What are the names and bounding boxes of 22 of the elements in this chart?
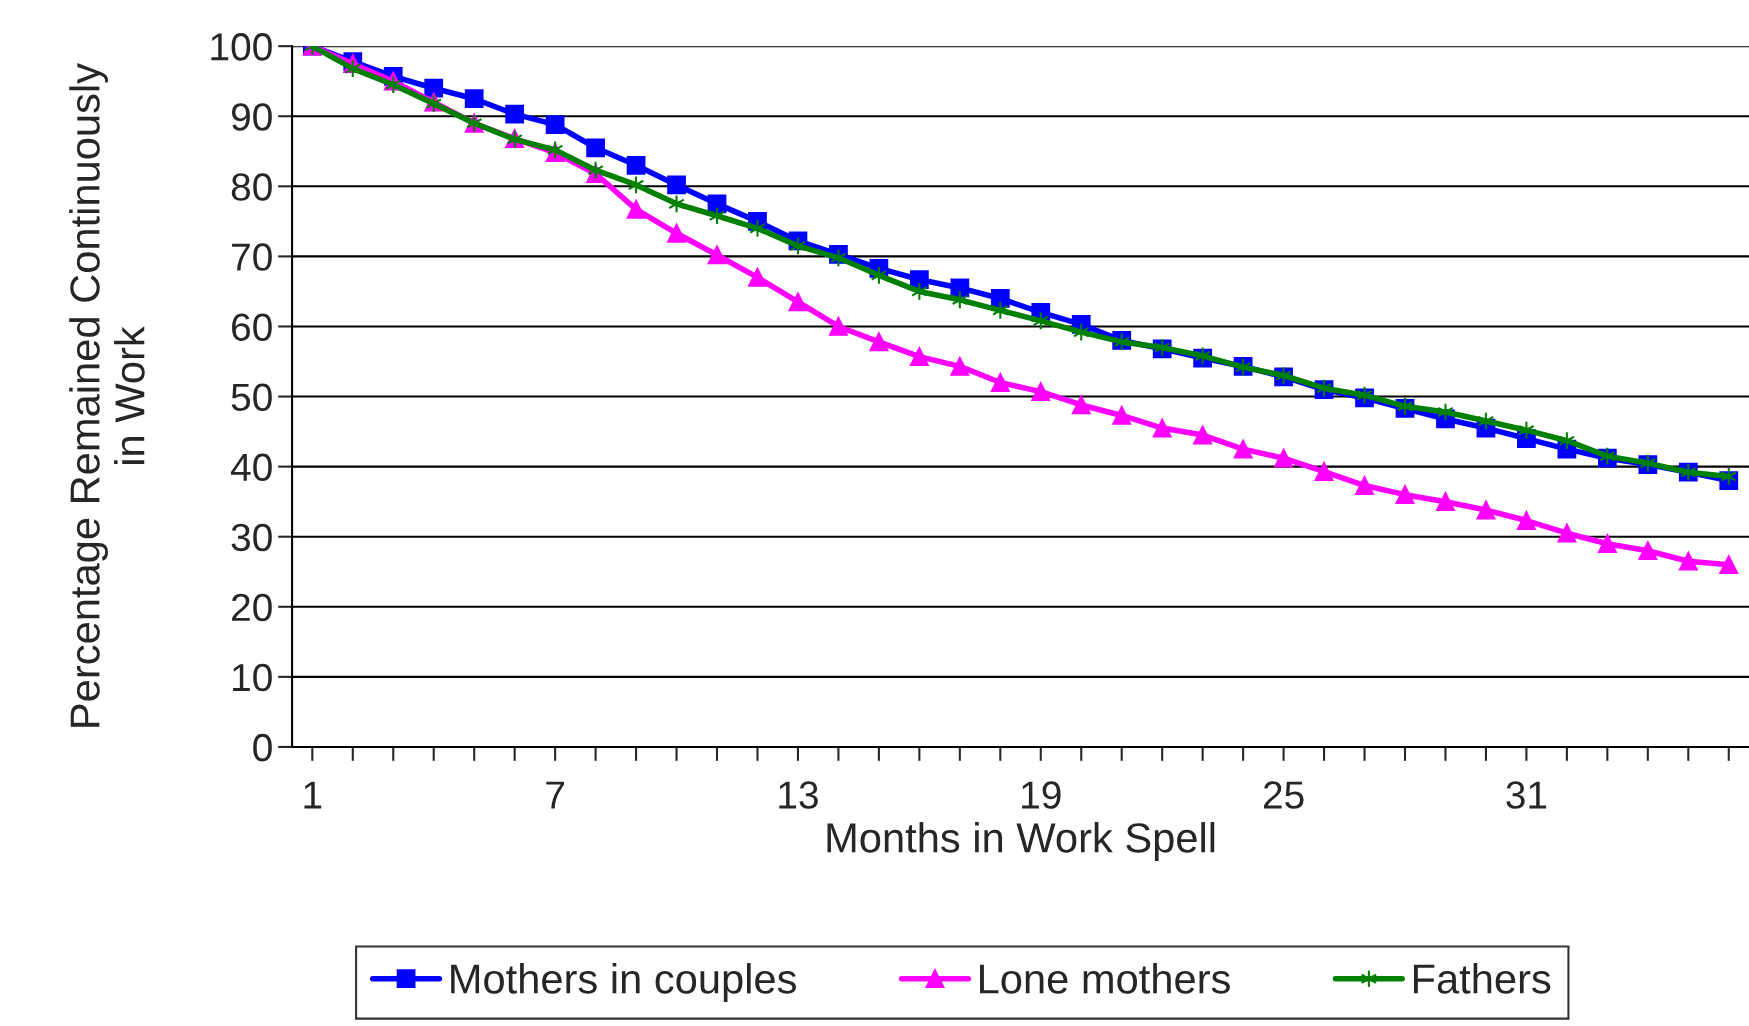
- x-tick-label: 25: [1263, 781, 1304, 809]
- y-tick-label: 60: [232, 313, 272, 341]
- legend-label: Fathers: [1413, 963, 1551, 994]
- y-tick-label: 90: [231, 103, 272, 131]
- y-tick-label: 70: [232, 243, 272, 271]
- y-tick-label: 50: [231, 383, 272, 412]
- x-tick-label: 13: [779, 781, 818, 809]
- y-tick-label: 40: [230, 453, 272, 482]
- legend-label: Lone mothers: [980, 963, 1230, 994]
- x-tick-label: 1: [304, 781, 322, 809]
- y-axis-title: Percentage Remained Continuously in Work: [69, 63, 145, 727]
- x-axis-title: Months in Work Spell: [827, 822, 1215, 861]
- x-tick-label: 7: [546, 781, 564, 809]
- y-tick-label: 20: [232, 593, 272, 622]
- y-tick-label: 30: [231, 523, 272, 552]
- y-tick-label: 100: [211, 33, 272, 61]
- y-tick-label: 80: [231, 173, 272, 201]
- legend-label: Mothers in couples: [451, 963, 796, 1002]
- x-tick-label: 19: [1022, 781, 1061, 809]
- x-tick-label: 31: [1506, 781, 1547, 809]
- y-tick-label: 0: [253, 733, 272, 762]
- y-tick-label: 10: [233, 663, 272, 692]
